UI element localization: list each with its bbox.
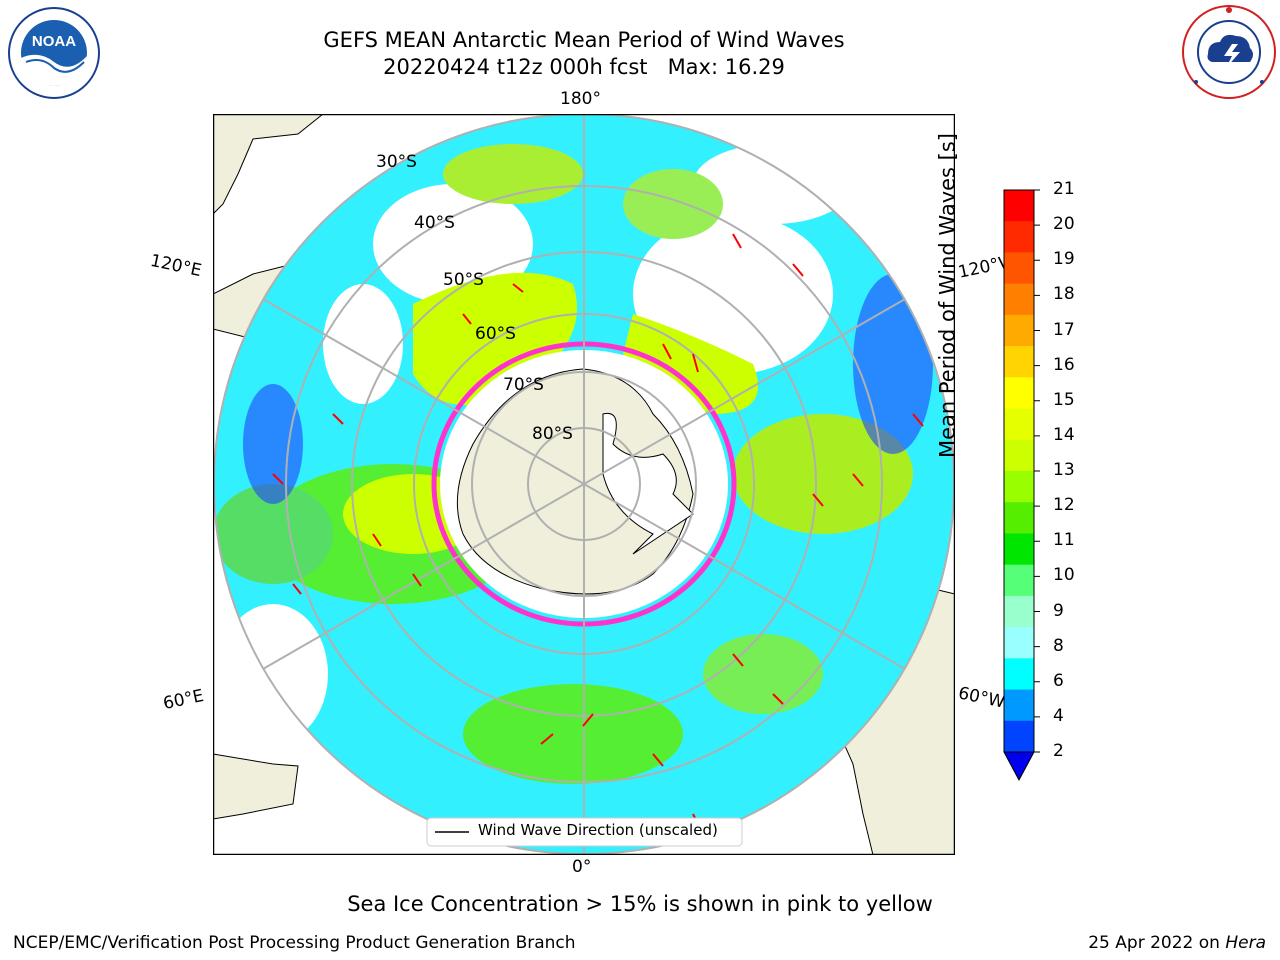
lat-label-30s: 30°S xyxy=(376,152,417,172)
lon-label-120e: 120°E xyxy=(148,250,204,282)
legend-label: Wind Wave Direction (unscaled) xyxy=(478,821,718,839)
colorbar-segment xyxy=(1004,408,1034,441)
antarctic-map xyxy=(213,114,955,855)
colorbar-segment xyxy=(1004,190,1034,222)
chart-subtitle: 20220424 t12z 000h fcst Max: 16.29 xyxy=(383,55,785,79)
land-antarctica xyxy=(456,368,694,595)
colorbar-segment xyxy=(1004,314,1034,347)
colorbar-tick-label: 11 xyxy=(1053,530,1075,551)
colorbar-tick-label: 9 xyxy=(1053,600,1064,621)
colorbar-segment xyxy=(1004,627,1034,659)
colorbar-segment xyxy=(1004,658,1034,691)
colorbar-segment xyxy=(1004,252,1034,285)
colorbar-segment xyxy=(1004,689,1034,722)
colorbar-segment xyxy=(1004,564,1034,597)
lat-label-70s: 70°S xyxy=(503,375,544,395)
lon-label-0: 0° xyxy=(572,857,592,877)
colorbar-segment xyxy=(1004,533,1034,566)
colorbar-segment xyxy=(1004,502,1034,534)
colorbar-tick-label: 15 xyxy=(1053,389,1075,410)
footer-left: NCEP/EMC/Verification Post Processing Pr… xyxy=(13,933,576,953)
colorbar-tick-label: 13 xyxy=(1053,460,1075,480)
map-legend xyxy=(426,817,743,847)
colorbar-tick-label: 21 xyxy=(1053,179,1075,199)
colorbar-tick-label: 20 xyxy=(1053,214,1075,235)
colorbar-label: Mean Period of Wind Waves [s] xyxy=(935,133,960,458)
colorbar-tick-label: 18 xyxy=(1053,284,1075,305)
colorbar-tick-label: 16 xyxy=(1053,354,1075,375)
colorbar-segment xyxy=(1004,471,1034,503)
footer-right: 25 Apr 2022 on Hera xyxy=(1088,933,1266,953)
chart-title: GEFS MEAN Antarctic Mean Period of Wind … xyxy=(323,28,845,52)
colorbar-segment xyxy=(1004,221,1034,253)
svg-text:NOAA: NOAA xyxy=(32,33,76,50)
colorbar-tick-label: 10 xyxy=(1053,565,1075,586)
colorbar-tick-label: 14 xyxy=(1053,424,1075,445)
land-africa xyxy=(213,114,324,215)
noaa-logo-icon: NOAA xyxy=(8,7,100,99)
lon-label-60w: 60°W xyxy=(956,683,1007,713)
colorbar-tick-label: 4 xyxy=(1053,705,1064,726)
land-south-africa xyxy=(213,753,299,820)
colorbar-segment xyxy=(1004,346,1034,378)
colorbar xyxy=(1003,189,1040,782)
colorbar-segment xyxy=(1004,720,1034,753)
lon-label-60e: 60°E xyxy=(161,685,206,715)
lat-label-40s: 40°S xyxy=(414,213,455,233)
lat-label-80s: 80°S xyxy=(532,424,573,444)
colorbar-tick-label: 19 xyxy=(1053,249,1075,270)
lat-label-50s: 50°S xyxy=(443,270,484,290)
colorbar-tick-label: 6 xyxy=(1053,670,1064,691)
caption: Sea Ice Concentration > 15% is shown in … xyxy=(347,892,933,916)
nws-logo-icon xyxy=(1182,5,1276,99)
colorbar-under-arrow xyxy=(1003,751,1035,782)
lon-label-180: 180° xyxy=(560,89,601,109)
colorbar-segment xyxy=(1004,439,1034,472)
colorbar-segment xyxy=(1004,283,1034,316)
colorbar-tick-label: 17 xyxy=(1053,319,1075,340)
lat-label-60s: 60°S xyxy=(475,324,516,344)
colorbar-tick-label: 2 xyxy=(1053,741,1064,761)
colorbar-tick-label: 8 xyxy=(1053,635,1064,656)
colorbar-segment xyxy=(1004,377,1034,410)
colorbar-tick-label: 12 xyxy=(1053,495,1075,516)
colorbar-segment xyxy=(1004,595,1034,628)
